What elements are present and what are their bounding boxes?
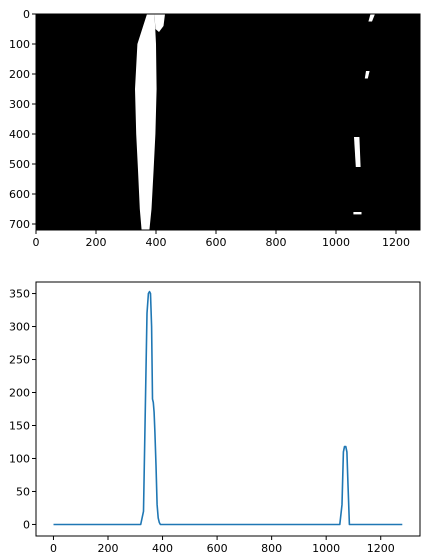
y-tick-label: 350 [9, 288, 30, 301]
y-tick-label: 300 [9, 321, 30, 334]
x-tick-label: 600 [207, 542, 228, 555]
y-tick-label: 500 [9, 158, 30, 171]
x-tick-label: 1000 [312, 542, 340, 555]
plot-y-ticks: 0 50 100 150 200 250 300 350 [9, 288, 36, 531]
y-tick-label: 600 [9, 188, 30, 201]
image-y-ticks: 0 100 200 300 400 500 600 700 [9, 8, 36, 231]
x-tick-label: 0 [50, 542, 57, 555]
series-line-0 [53, 290, 403, 526]
y-tick-label: 300 [9, 98, 30, 111]
y-tick-label: 0 [23, 518, 30, 531]
left-lane-upper-patch [154, 14, 165, 32]
x-tick-label: 1200 [382, 236, 410, 249]
y-tick-label: 400 [9, 128, 30, 141]
right-lane-mid [354, 137, 361, 167]
y-tick-label: 100 [9, 38, 30, 51]
x-tick-label: 400 [152, 542, 173, 555]
y-tick-label: 150 [9, 419, 30, 432]
histogram-panel: 0 200 400 600 800 1000 1200 0 50 100 150 200 250 300… [9, 281, 421, 555]
x-tick-label: 200 [98, 542, 119, 555]
x-tick-label: 600 [206, 236, 227, 249]
x-tick-label: 1000 [322, 236, 350, 249]
histogram-series [53, 290, 403, 526]
y-tick-label: 0 [23, 8, 30, 21]
image-background [36, 14, 420, 230]
y-tick-label: 250 [9, 354, 30, 367]
x-tick-label: 0 [33, 236, 40, 249]
x-tick-label: 800 [266, 236, 287, 249]
plot-x-ticks: 0 200 400 600 800 1000 1200 [50, 536, 395, 555]
x-tick-label: 800 [261, 542, 282, 555]
lane-pixels [135, 14, 375, 230]
y-tick-label: 200 [9, 387, 30, 400]
y-tick-label: 200 [9, 68, 30, 81]
plot-frame [35, 281, 421, 537]
left-lane-strip [135, 14, 157, 230]
y-tick-label: 100 [9, 452, 30, 465]
binary-image-panel: 0 200 400 600 800 1000 1200 0 100 200 300 400 500 60… [9, 8, 421, 249]
y-tick-label: 700 [9, 218, 30, 231]
x-tick-label: 400 [146, 236, 167, 249]
right-lane-bottom [353, 212, 362, 215]
image-frame [35, 13, 421, 231]
image-x-ticks: 0 200 400 600 800 1000 1200 [33, 230, 410, 249]
x-tick-label: 200 [86, 236, 107, 249]
right-lane-top [368, 14, 375, 22]
y-tick-label: 50 [16, 485, 30, 498]
right-lane-mark-200 [364, 71, 370, 79]
x-tick-label: 1200 [367, 542, 395, 555]
